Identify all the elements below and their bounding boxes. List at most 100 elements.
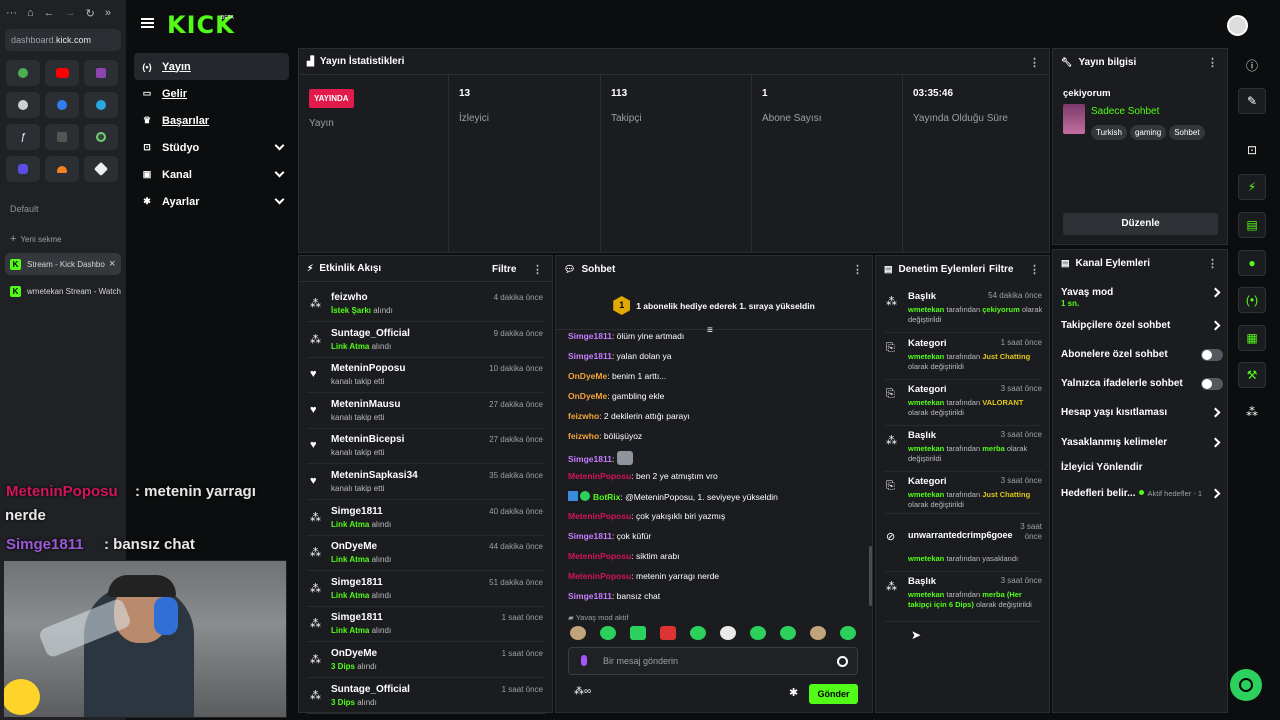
gear-icon[interactable]: ✱ bbox=[789, 687, 799, 699]
channel-action-item[interactable]: Hesap yaşı kısıtlaması bbox=[1061, 407, 1223, 418]
filter-button[interactable]: Filtre bbox=[989, 264, 1014, 275]
chat-username[interactable]: MeteninPoposu bbox=[568, 511, 632, 521]
event-username[interactable]: OnDyeMe bbox=[331, 648, 378, 659]
event-username[interactable]: Suntage_Official bbox=[331, 327, 410, 339]
speed-dial-tile[interactable] bbox=[84, 156, 118, 182]
chat-username[interactable]: BotRix bbox=[593, 492, 621, 502]
emote[interactable] bbox=[570, 626, 586, 640]
chat-username[interactable]: MeteninPoposu bbox=[568, 471, 632, 481]
speed-dial-tile[interactable] bbox=[84, 60, 118, 86]
microphone-icon[interactable] bbox=[581, 655, 587, 666]
emote[interactable] bbox=[750, 626, 766, 640]
speed-dial-tile[interactable] bbox=[84, 124, 118, 150]
emote[interactable] bbox=[600, 626, 616, 640]
forward-icon[interactable]: → bbox=[64, 7, 76, 19]
send-button[interactable]: Gönder bbox=[809, 684, 858, 704]
points-icon[interactable]: ⁂∞ bbox=[574, 686, 592, 697]
new-tab-button[interactable]: + Yeni sekme bbox=[10, 233, 62, 245]
more-options-icon[interactable]: ⋮ bbox=[852, 264, 863, 276]
speed-dial-tile[interactable] bbox=[45, 156, 79, 182]
edit-pencil-icon[interactable]: ✎ bbox=[1238, 88, 1266, 114]
browser-tab[interactable]: K wmetekan Stream - Watch bbox=[5, 280, 121, 302]
more-options-icon[interactable]: ⋮ bbox=[532, 264, 543, 276]
more-options-icon[interactable]: ⋮ bbox=[1207, 258, 1218, 270]
chat-username[interactable]: feizwho bbox=[568, 411, 600, 421]
speed-dial-tile[interactable] bbox=[84, 92, 118, 118]
speed-dial-tile[interactable] bbox=[45, 60, 79, 86]
emote[interactable] bbox=[630, 626, 646, 640]
nav-item-basarilar[interactable]: ♛ Başarılar bbox=[134, 107, 289, 134]
chat-username[interactable]: Simge1811 bbox=[568, 351, 612, 361]
broadcast-icon[interactable]: (•) bbox=[1238, 287, 1266, 313]
channel-action-item[interactable]: İzleyici Yönlendir bbox=[1061, 462, 1223, 473]
collapse-icon[interactable]: » bbox=[104, 7, 111, 19]
nav-item-yayin[interactable]: (•) Yayın bbox=[134, 53, 289, 80]
hamburger-menu-icon[interactable] bbox=[141, 18, 154, 28]
browser-tab[interactable]: K Stream - Kick Dashboard × bbox=[5, 253, 121, 275]
speed-dial-tile[interactable] bbox=[45, 124, 79, 150]
channel-action-item[interactable]: Takipçilere özel sohbet bbox=[1061, 320, 1223, 331]
chat-username[interactable]: Simge1811 bbox=[568, 331, 612, 341]
event-username[interactable]: OnDyeMe bbox=[331, 541, 378, 553]
nav-item-studyo[interactable]: ⊡ Stüdyo bbox=[134, 134, 289, 161]
speed-dial-tile[interactable] bbox=[6, 60, 40, 86]
filter-button[interactable]: Filtre bbox=[492, 264, 517, 275]
toggle-switch[interactable] bbox=[1201, 378, 1223, 390]
more-options-icon[interactable]: ⋮ bbox=[1029, 264, 1040, 276]
kick-logo[interactable]: KICK bbox=[167, 11, 235, 39]
filter-lines-icon[interactable]: ≡ bbox=[707, 325, 713, 336]
nav-item-kanal[interactable]: ▣ Kanal bbox=[134, 161, 289, 188]
emote[interactable] bbox=[660, 626, 676, 640]
speed-dial-tile[interactable]: ƒ bbox=[6, 124, 40, 150]
users-icon[interactable]: ⁂ bbox=[1246, 405, 1258, 419]
channel-action-item[interactable]: Abonelere özel sohbet bbox=[1061, 349, 1223, 361]
more-options-icon[interactable]: ⋮ bbox=[1029, 57, 1040, 69]
event-username[interactable]: MeteninMausu bbox=[331, 398, 401, 410]
event-username[interactable]: Suntage_Official bbox=[331, 683, 410, 695]
chat-username[interactable]: OnDyeMe bbox=[568, 371, 608, 381]
chat-username[interactable]: MeteninPoposu bbox=[568, 571, 632, 581]
category-name[interactable]: Sadece Sohbet bbox=[1091, 106, 1160, 117]
info-icon[interactable]: ⓘ bbox=[1245, 58, 1258, 73]
nav-item-gelir[interactable]: ▭ Gelir bbox=[134, 80, 289, 107]
layout-icon[interactable]: ▦ bbox=[1238, 325, 1266, 351]
event-username[interactable]: Simge1811 bbox=[331, 505, 383, 517]
channel-action-item[interactable]: Yasaklanmış kelimeler bbox=[1061, 437, 1223, 448]
chat-username[interactable]: Simge1811 bbox=[568, 454, 612, 464]
reload-icon[interactable]: ↻ bbox=[85, 8, 95, 20]
channel-action-item[interactable]: Yalnızca ifadelerle sohbet bbox=[1061, 378, 1223, 390]
chat-username[interactable]: MeteninPoposu bbox=[568, 551, 632, 561]
home-icon[interactable]: ⌂ bbox=[27, 7, 34, 19]
emote[interactable] bbox=[840, 626, 856, 640]
edit-button[interactable]: Düzenle bbox=[1063, 213, 1218, 235]
lightning-icon[interactable]: ⚡︎ bbox=[1238, 174, 1266, 200]
chat-input[interactable]: Bir mesaj gönderin bbox=[568, 647, 858, 675]
channel-action-item[interactable]: Hedefleri belir... Aktif hedefler - 1 bbox=[1061, 488, 1223, 499]
address-bar[interactable]: dashboard.kick.com bbox=[5, 29, 121, 51]
speed-dial-tile[interactable] bbox=[6, 156, 40, 182]
speed-dial-tile[interactable] bbox=[6, 92, 40, 118]
more-options-icon[interactable]: ⋮ bbox=[1207, 57, 1218, 69]
chat-scrollbar[interactable] bbox=[869, 546, 872, 606]
close-icon[interactable]: × bbox=[109, 258, 116, 270]
nav-item-ayarlar[interactable]: ✱ Ayarlar bbox=[134, 188, 289, 215]
speed-dial-tile[interactable] bbox=[45, 92, 79, 118]
chat-username[interactable]: Simge1811 bbox=[568, 531, 612, 541]
event-username[interactable]: Simge1811 bbox=[331, 612, 383, 624]
event-username[interactable]: feizwho bbox=[331, 292, 368, 303]
chat-bubble-icon[interactable]: ● bbox=[1238, 250, 1266, 276]
emoji-icon[interactable] bbox=[837, 656, 848, 667]
emote[interactable] bbox=[810, 626, 826, 640]
chat-username[interactable]: OnDyeMe bbox=[568, 391, 608, 401]
event-username[interactable]: Simge1811 bbox=[331, 576, 383, 588]
emote[interactable] bbox=[780, 626, 796, 640]
event-username[interactable]: MeteninSapkasi34 bbox=[331, 470, 418, 481]
wrench-icon[interactable]: ⚒ bbox=[1238, 362, 1266, 388]
document-icon[interactable]: ▤ bbox=[1238, 212, 1266, 238]
event-username[interactable]: MeteninPoposu bbox=[331, 363, 406, 375]
emote[interactable] bbox=[690, 626, 706, 640]
chat-username[interactable]: feizwho bbox=[568, 431, 600, 441]
chat-username[interactable]: Simge1811 bbox=[568, 591, 612, 601]
emote[interactable] bbox=[720, 626, 736, 640]
back-icon[interactable]: ← bbox=[43, 7, 55, 19]
